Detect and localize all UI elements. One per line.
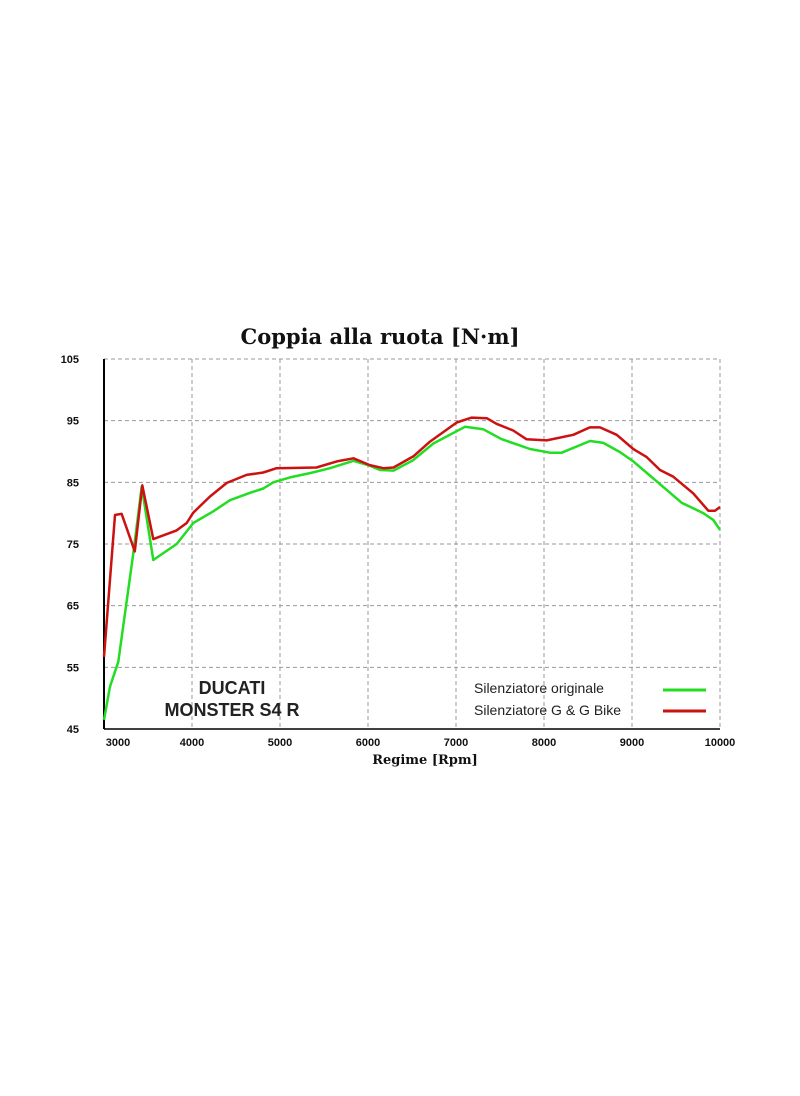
y-tick-label: 55 bbox=[67, 662, 79, 674]
tick-labels: 45 55 65 75 85 95 105 3000 4000 5000 6000 7000 8000 9… bbox=[61, 354, 736, 749]
x-tick-label: 10000 bbox=[705, 737, 736, 749]
annotation-brand: DUCATI bbox=[199, 678, 266, 698]
series-line-1 bbox=[102, 416, 721, 657]
x-tick-label: 5000 bbox=[268, 737, 292, 749]
y-tick-label: 45 bbox=[67, 724, 79, 736]
y-tick-label: 105 bbox=[61, 354, 79, 366]
x-tick-label: 7000 bbox=[444, 737, 468, 749]
annotation-model: MONSTER S4 R bbox=[164, 700, 299, 720]
grid bbox=[104, 358, 721, 729]
x-tick-label: 9000 bbox=[620, 737, 644, 749]
x-tick-label: 8000 bbox=[532, 737, 556, 749]
y-tick-label: 85 bbox=[67, 477, 79, 489]
series-line-0 bbox=[102, 425, 722, 721]
x-tick-label: 3000 bbox=[106, 737, 130, 749]
x-axis-label: Regime [Rpm] bbox=[372, 753, 478, 768]
legend-label-gg-bike: Silenziatore G & G Bike bbox=[474, 702, 621, 718]
chart-title: Coppia alla ruota [N·m] bbox=[240, 324, 519, 349]
x-tick-label: 4000 bbox=[180, 737, 204, 749]
series-lines bbox=[102, 416, 722, 721]
x-tick-label: 6000 bbox=[356, 737, 380, 749]
y-tick-label: 75 bbox=[67, 539, 79, 551]
y-tick-label: 95 bbox=[67, 416, 79, 428]
legend-label-original: Silenziatore originale bbox=[474, 680, 604, 696]
y-tick-label: 65 bbox=[67, 601, 79, 613]
